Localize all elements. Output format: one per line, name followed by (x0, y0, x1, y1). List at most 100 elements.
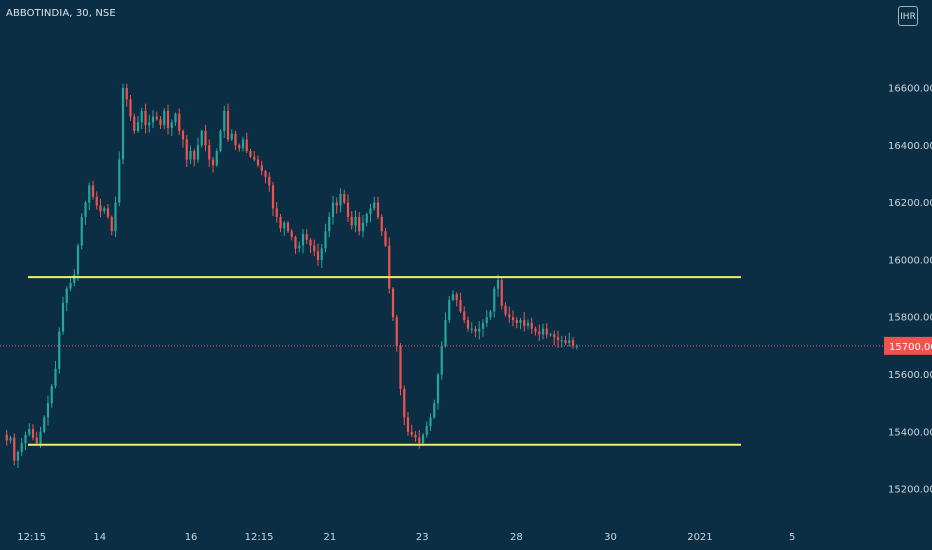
candle-body (204, 130, 207, 146)
candle-body (350, 216, 353, 226)
candle-body (459, 300, 462, 312)
candle-body (485, 317, 488, 323)
candle-body (31, 428, 35, 438)
candle-body (429, 417, 432, 427)
candle-body (478, 328, 481, 332)
x-tick-label: 30 (604, 532, 617, 543)
candle-body (354, 216, 357, 226)
candle-body (395, 317, 398, 346)
candle-body (185, 139, 188, 160)
candle-body (148, 122, 151, 126)
candle-body (226, 110, 230, 140)
candle-body (444, 320, 447, 346)
candle-body (50, 386, 53, 404)
candle-body (376, 202, 380, 217)
candle-body (181, 130, 185, 140)
candle-body (13, 437, 16, 461)
candle-body (451, 294, 455, 301)
candle-body (151, 116, 155, 123)
candle-body (361, 222, 365, 232)
candle-body (489, 311, 492, 318)
candle-body (200, 130, 203, 146)
candle-body (61, 302, 65, 332)
candle-body (474, 328, 477, 332)
candle-body (534, 328, 537, 332)
candle-body (76, 245, 80, 275)
candle-body (178, 113, 181, 131)
y-tick-label: 16600.00 (888, 83, 932, 94)
candle-body (481, 322, 485, 329)
y-tick-label: 15200.00 (888, 485, 932, 496)
candle-body (121, 87, 125, 160)
candle-body (253, 156, 256, 160)
candle-body (324, 231, 327, 249)
candle-body (196, 145, 200, 160)
candle-body (28, 428, 31, 435)
candle-body (159, 119, 162, 126)
candle-body (328, 216, 331, 232)
candle-body (358, 216, 361, 232)
candle-body (571, 340, 575, 346)
candle-body (560, 340, 563, 342)
candle-body (466, 320, 470, 329)
y-tick-label: 16000.00 (888, 255, 932, 266)
candle-body (448, 300, 451, 321)
candle-body (144, 110, 147, 126)
candle-body (369, 208, 372, 215)
candle-body (421, 434, 425, 444)
candle-body (118, 159, 121, 203)
candle-body (373, 202, 376, 209)
candle-body (275, 208, 278, 217)
candle-body (406, 417, 410, 432)
candle-body (286, 222, 290, 232)
candle-body (91, 185, 95, 197)
x-tick-label: 14 (93, 532, 106, 543)
candle-body (365, 214, 368, 223)
y-tick-label: 15400.00 (888, 427, 932, 438)
candle-body (95, 196, 98, 206)
candle-body (58, 331, 61, 369)
candle-body (298, 245, 301, 249)
candle-body (301, 234, 305, 246)
candle-body (545, 328, 548, 335)
candle-body (463, 311, 466, 321)
candle-body (103, 208, 106, 212)
candle-body (35, 437, 38, 444)
candle-body (556, 337, 560, 341)
candle-body (249, 150, 252, 157)
candle-body (24, 434, 27, 444)
candle-body (530, 322, 533, 329)
ihr-badge-icon[interactable]: IHR (898, 6, 918, 26)
candle-body (20, 443, 23, 452)
candle-body (230, 133, 233, 140)
candle-body (504, 305, 507, 315)
candle-body (339, 193, 342, 206)
candle-body (568, 340, 571, 344)
candle-body (84, 202, 87, 217)
candle-body (271, 185, 275, 209)
candle-body (309, 239, 312, 246)
candle-body (125, 87, 128, 100)
candle-body (211, 159, 215, 166)
candle-body (305, 234, 308, 240)
candle-body (129, 99, 132, 117)
candle-body (526, 322, 530, 326)
candle-body (384, 231, 387, 246)
candle-body (39, 431, 42, 444)
candle-body (268, 176, 271, 186)
candle-body (99, 205, 102, 212)
candle-body (470, 328, 473, 330)
candle-body (155, 116, 158, 120)
candle-body (331, 202, 335, 217)
candle-body (541, 328, 545, 335)
candle-body (564, 340, 567, 344)
candle-body (140, 110, 143, 123)
candle-body (500, 279, 503, 306)
candle-body (241, 139, 245, 149)
candle-body (163, 110, 166, 126)
candle-body (80, 216, 83, 246)
candle-body (399, 345, 402, 389)
candle-body (388, 245, 391, 289)
candle-body (234, 133, 237, 146)
